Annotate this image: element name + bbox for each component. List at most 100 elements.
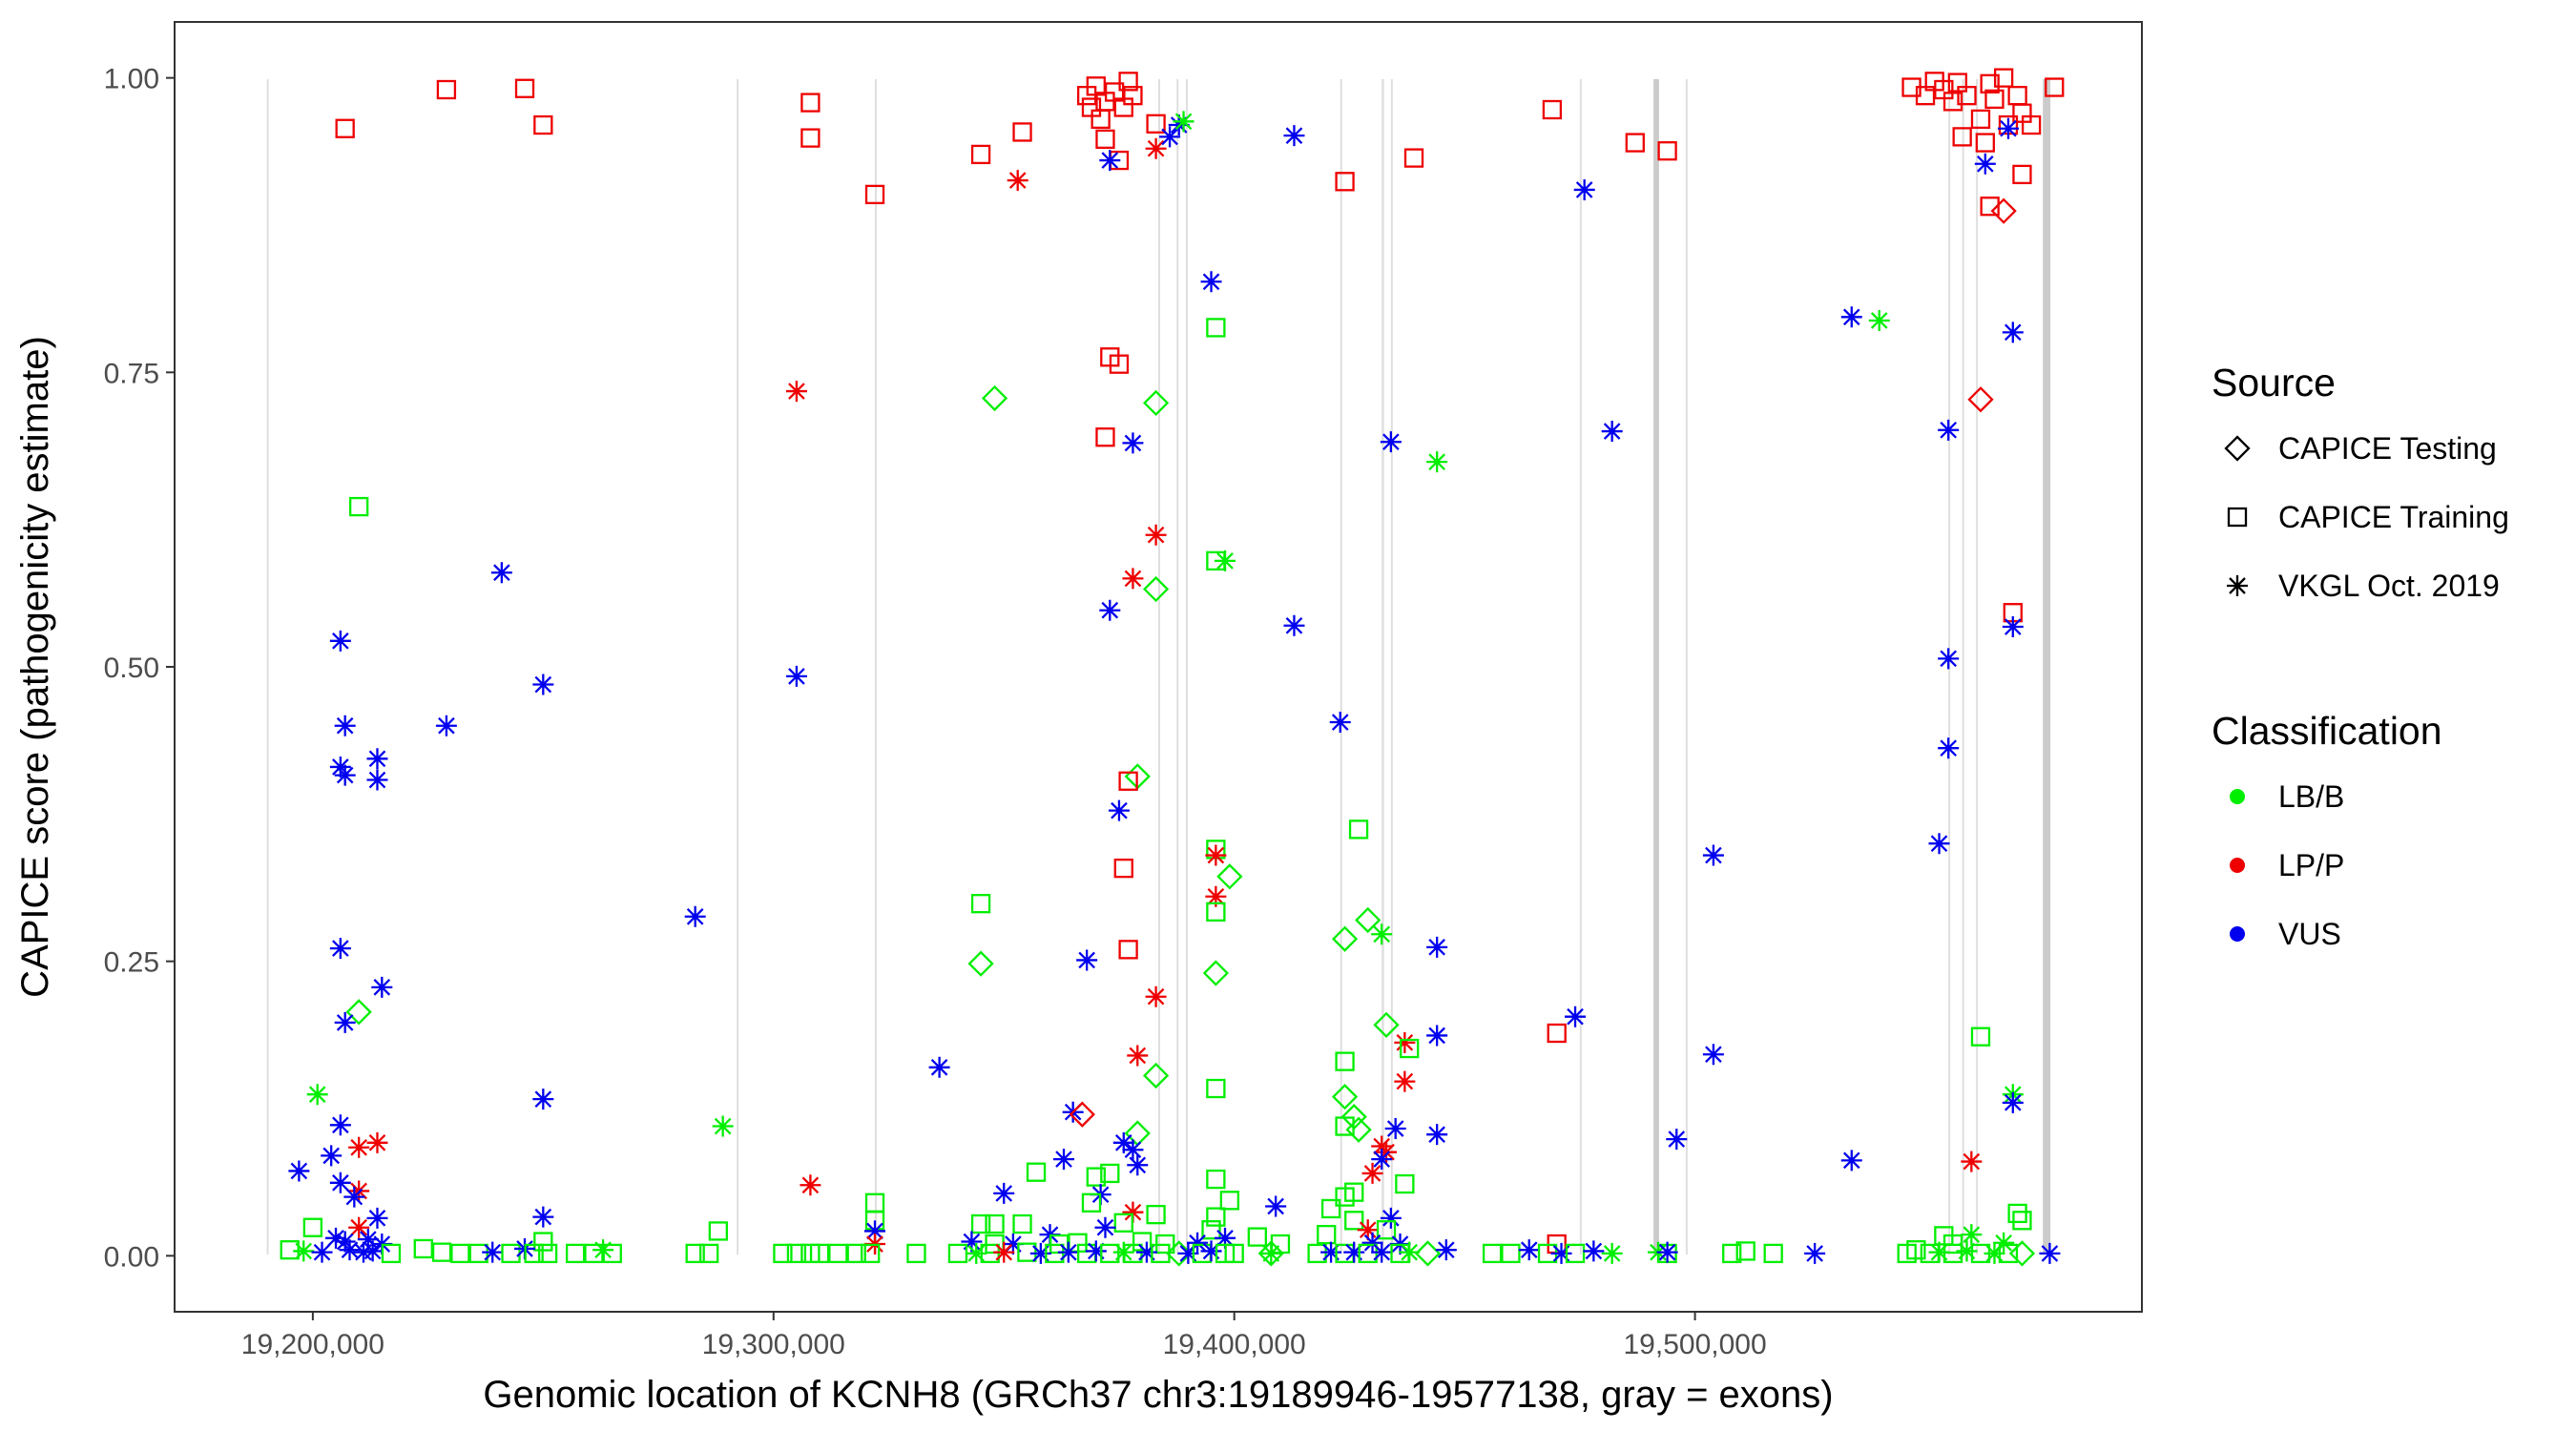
point-124: [334, 1011, 356, 1033]
point-147: [329, 1114, 351, 1136]
point-245: [468, 1243, 488, 1264]
point-141: [532, 1089, 554, 1110]
point-145: [1069, 1101, 1095, 1128]
point-295: [1399, 1241, 1421, 1263]
point-285: [1224, 1243, 1244, 1264]
point-89: [785, 665, 807, 687]
point-131: [1400, 1038, 1420, 1059]
point-308: [1656, 1241, 1678, 1263]
point-16: [1095, 129, 1115, 150]
point-215: [325, 1227, 347, 1249]
point-243: [431, 1242, 452, 1262]
point-10: [1012, 122, 1032, 142]
point-189: [1206, 1207, 1226, 1227]
point-85: [490, 562, 512, 584]
point-305: [1601, 1242, 1623, 1264]
point-3: [514, 78, 535, 98]
point-132: [1127, 1045, 1149, 1067]
point-64: [1142, 389, 1170, 417]
point-258: [786, 1243, 807, 1264]
point-257: [773, 1243, 793, 1264]
point-236: [293, 1240, 315, 1262]
point-192: [532, 1206, 554, 1228]
point-140: [1331, 1084, 1359, 1110]
legend-class-label-1: LB/B: [2278, 779, 2344, 814]
point-53: [2045, 77, 2065, 97]
point-160: [1666, 1129, 1688, 1151]
legend-class-label-2: LP/P: [2278, 848, 2344, 882]
exon-band-16: [2043, 79, 2051, 1255]
point-52: [2012, 164, 2032, 185]
exon-band-2: [737, 79, 739, 1255]
point-277: [1123, 1243, 1143, 1264]
point-165: [1371, 1149, 1393, 1171]
point-266: [966, 1242, 987, 1264]
point-180: [1081, 1192, 1102, 1213]
point-55: [1974, 153, 1996, 175]
point-234: [1993, 1232, 2015, 1254]
point-20: [1118, 72, 1138, 92]
point-127: [1547, 1023, 1567, 1044]
point-187: [1122, 1201, 1144, 1223]
point-239: [352, 1241, 374, 1263]
point-93: [1938, 737, 1960, 759]
point-283: [1200, 1240, 1222, 1262]
point-57: [1990, 197, 2017, 224]
point-292: [1358, 1243, 1378, 1264]
point-242: [413, 1238, 433, 1259]
point-32: [1573, 178, 1595, 200]
point-168: [1086, 1167, 1106, 1187]
point-279: [1151, 1243, 1171, 1264]
legend: Source CAPICE Testing CAPICE Training VKGL…: [2212, 361, 2509, 951]
point-166: [288, 1160, 310, 1182]
legend-class-key-3: [2230, 926, 2245, 942]
point-126: [1373, 1011, 1400, 1038]
point-312: [1804, 1242, 1826, 1264]
point-51: [2021, 114, 2042, 135]
point-117: [1118, 940, 1138, 960]
x-axis-title: Genomic location of KCNH8 (GRCh37 chr3:1…: [483, 1374, 1833, 1416]
y-tick-label-1: 0.00: [104, 1241, 159, 1273]
point-167: [1026, 1162, 1047, 1182]
point-311: [1763, 1243, 1783, 1264]
point-264: [906, 1243, 926, 1264]
legend-source-title: Source: [2212, 361, 2336, 404]
point-170: [1127, 1154, 1149, 1176]
point-123: [345, 999, 372, 1026]
point-43: [1970, 109, 1991, 130]
point-323: [2039, 1242, 2061, 1264]
point-157: [348, 1136, 370, 1158]
point-91: [435, 715, 457, 736]
point-262: [846, 1243, 866, 1264]
point-196: [1380, 1207, 1402, 1229]
exon-band-5: [1176, 79, 1179, 1255]
point-321: [1998, 1243, 2019, 1264]
point-27: [1173, 111, 1195, 133]
exon-band-10: [1579, 79, 1582, 1255]
y-axis-title: CAPICE score (pathogenicity estimate): [14, 336, 56, 998]
point-121: [371, 976, 393, 998]
point-143: [2002, 1091, 2024, 1113]
point-211: [1247, 1227, 1267, 1247]
point-2: [436, 79, 457, 100]
point-71: [1868, 309, 1890, 331]
legend-source-key-3: [2227, 575, 2248, 596]
point-280: [1166, 1240, 1193, 1267]
point-281: [1177, 1242, 1199, 1264]
legend-class-key-1: [2230, 789, 2245, 804]
point-275: [1100, 1243, 1120, 1264]
point-118: [1076, 949, 1098, 971]
point-255: [685, 1243, 705, 1264]
point-65: [1095, 427, 1115, 447]
point-6: [800, 128, 821, 148]
data-points: [280, 68, 2065, 1267]
point-203: [708, 1221, 728, 1241]
point-83: [2002, 616, 2024, 638]
point-195: [1344, 1211, 1364, 1231]
point-205: [1094, 1216, 1116, 1238]
exon-band-15: [1976, 79, 1979, 1255]
point-271: [1045, 1243, 1065, 1264]
point-260: [809, 1243, 830, 1264]
legend-source-label-3: VKGL Oct. 2019: [2278, 569, 2500, 603]
point-109: [1205, 885, 1227, 907]
